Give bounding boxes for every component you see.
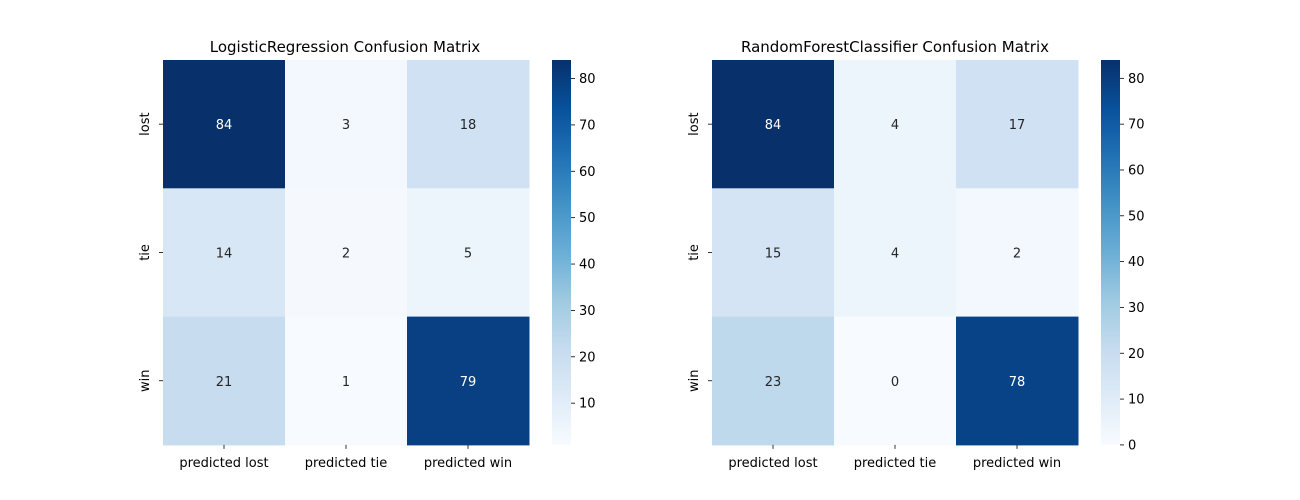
heatmap-cell: [956, 188, 1079, 318]
cell-value-label: 4: [891, 118, 899, 133]
heatmap-cell: [285, 60, 408, 189]
cell-value-label: 1: [342, 375, 350, 390]
chart-title: RandomForestClassifier Confusion Matrix: [741, 38, 1049, 56]
heatmap-cell: [834, 60, 957, 189]
colorbar-tick-label: 30: [1128, 301, 1145, 316]
x-tick-label: predicted tie: [854, 456, 937, 471]
colorbar-tick-label: 20: [1128, 347, 1145, 362]
colorbar-tick-label: 40: [579, 258, 596, 273]
colorbar: 10 20 30 40 50 60 70 80: [552, 60, 596, 445]
cell-value-label: 79: [460, 375, 477, 390]
heatmap-cell: [712, 60, 835, 189]
cell-value-label: 84: [765, 118, 782, 133]
colorbar-gradient: [1101, 60, 1120, 445]
colorbar-tick-label: 10: [579, 397, 596, 412]
cell-value-label: 84: [216, 118, 233, 133]
heatmap-cell: [163, 316, 286, 446]
y-tick-label: lost: [687, 112, 702, 135]
colorbar-gradient: [552, 60, 571, 445]
heatmap-cells: 84 4 17 15 4 2 23 0 78: [712, 60, 1079, 446]
colorbar-tick-label: 50: [1128, 209, 1145, 224]
cell-value-label: 3: [342, 118, 350, 133]
logistic-regression-panel: LogisticRegression Confusion Matrix 84 3 1…: [138, 38, 596, 471]
colorbar-tick-label: 60: [579, 165, 596, 180]
heatmap-cell: [712, 316, 835, 446]
heatmap-cell: [163, 188, 286, 318]
heatmap-cell: [834, 316, 957, 446]
heatmap-cell: [407, 188, 530, 318]
x-tick-labels: predicted lost predicted tie predicted win: [728, 444, 1061, 471]
heatmap-cell: [285, 316, 408, 446]
heatmap-cell: [956, 316, 1079, 446]
colorbar-tick-label: 60: [1128, 163, 1145, 178]
cell-value-label: 18: [460, 118, 477, 133]
colorbar-tick-label: 10: [1128, 393, 1145, 408]
colorbar-tick-label: 40: [1128, 255, 1145, 270]
x-tick-label: predicted lost: [728, 456, 817, 471]
colorbar-tick-label: 30: [579, 304, 596, 319]
x-tick-label: predicted win: [973, 456, 1061, 471]
cell-value-label: 0: [891, 375, 899, 390]
x-tick-label: predicted tie: [305, 456, 388, 471]
colorbar: 0 10 20 30 40 50 60 70 80: [1101, 60, 1145, 453]
cell-value-label: 15: [765, 246, 782, 261]
cell-value-label: 2: [1013, 246, 1021, 261]
x-tick-labels: predicted lost predicted tie predicted win: [179, 444, 512, 471]
heatmap-cells: 84 3 18 14 2 5 21 1 79: [163, 60, 530, 446]
cell-value-label: 4: [891, 246, 899, 261]
heatmap-cell: [956, 60, 1079, 189]
y-tick-labels: lost tie win: [687, 112, 712, 392]
colorbar-tick-label: 50: [579, 211, 596, 226]
y-tick-labels: lost tie win: [138, 112, 163, 392]
heatmap-cell: [163, 60, 286, 189]
cell-value-label: 17: [1009, 118, 1026, 133]
x-tick-label: predicted lost: [179, 456, 268, 471]
cell-value-label: 21: [216, 375, 233, 390]
y-tick-label: tie: [687, 244, 702, 261]
y-tick-label: win: [138, 370, 153, 392]
cell-value-label: 2: [342, 246, 350, 261]
colorbar-tick-label: 20: [579, 350, 596, 365]
colorbar-tick-label: 70: [1128, 118, 1145, 133]
heatmap-cell: [285, 188, 408, 318]
colorbar-tick-label: 70: [579, 118, 596, 133]
y-tick-label: win: [687, 370, 702, 392]
colorbar-tick-label: 0: [1128, 438, 1136, 453]
heatmap-cell: [407, 316, 530, 446]
chart-title: LogisticRegression Confusion Matrix: [210, 38, 481, 56]
y-tick-label: tie: [138, 244, 153, 261]
colorbar-tick-label: 80: [579, 72, 596, 87]
random-forest-panel: RandomForestClassifier Confusion Matrix …: [687, 38, 1145, 471]
heatmap-cell: [712, 188, 835, 318]
cell-value-label: 14: [216, 246, 233, 261]
x-tick-label: predicted win: [424, 456, 512, 471]
heatmap-cell: [834, 188, 957, 318]
heatmap-cell: [407, 60, 530, 189]
cell-value-label: 23: [765, 375, 782, 390]
y-tick-label: lost: [138, 112, 153, 135]
colorbar-tick-label: 80: [1128, 72, 1145, 87]
cell-value-label: 78: [1009, 375, 1026, 390]
cell-value-label: 5: [464, 246, 472, 261]
